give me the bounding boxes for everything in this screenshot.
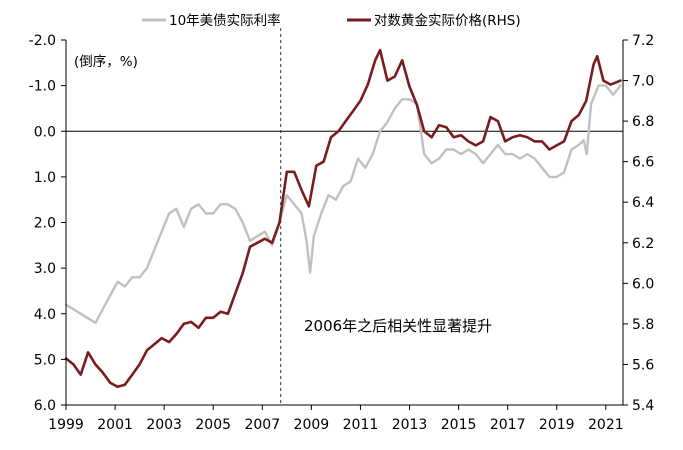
x-axis-tick-label: 2007 xyxy=(244,417,280,433)
left-axis-tick-label: 1.0 xyxy=(34,170,56,186)
annotation-text: 2006年之后相关性显著提升 xyxy=(304,317,492,335)
x-axis-tick-label: 2021 xyxy=(588,417,624,433)
x-axis-tick-label: 1999 xyxy=(48,417,84,433)
left-axis-tick-label: -1.0 xyxy=(29,79,56,95)
x-axis-tick-label: 2015 xyxy=(441,417,477,433)
series-layer xyxy=(64,48,622,389)
series-line-real-rate xyxy=(64,84,622,325)
x-axis-tick-label: 2001 xyxy=(97,417,133,433)
legend-label-gold-price: 对数黄金实际价格(RHS) xyxy=(374,13,521,29)
x-axis-tick-label: 2013 xyxy=(392,417,428,433)
left-axis-tick-label: -2.0 xyxy=(29,33,56,49)
x-axis-tick-label: 2017 xyxy=(490,417,526,433)
right-axis-tick-label: 6.0 xyxy=(632,276,654,292)
right-axis-tick-label: 6.8 xyxy=(632,114,654,130)
legend: 10年美债实际利率 对数黄金实际价格(RHS) xyxy=(142,12,521,29)
x-axis-tick-label: 2019 xyxy=(539,417,575,433)
left-axis-tick-label: 0.0 xyxy=(34,124,56,140)
left-axis-tick-label: 6.0 xyxy=(34,398,56,414)
series-line-gold-price xyxy=(64,48,622,389)
left-axis-tick-label: 4.0 xyxy=(34,307,56,323)
x-axis: 1999 2001 2003 2005 2007 2009 2011 2013 2015 2017… xyxy=(48,404,624,433)
x-axis-tick-label: 2003 xyxy=(146,417,182,433)
left-axis: -2.0 -1.0 0.0 1.0 2.0 3.0 4.0 5.0 6.0 xyxy=(29,33,67,414)
right-axis-tick-label: 6.2 xyxy=(632,236,654,252)
legend-label-real-rate: 10年美债实际利率 xyxy=(169,12,281,29)
right-axis-tick-label: 5.6 xyxy=(632,357,654,373)
x-axis-tick-label: 2005 xyxy=(195,417,231,433)
left-axis-tick-label: 5.0 xyxy=(34,352,56,368)
left-axis-tick-label: 2.0 xyxy=(34,216,56,232)
right-axis-tick-label: 7.0 xyxy=(632,74,654,90)
right-axis-tick-label: 7.2 xyxy=(632,33,654,49)
right-axis-tick-label: 5.8 xyxy=(632,317,654,333)
right-axis: 5.4 5.6 5.8 6.0 6.2 6.4 6.6 6.8 7.0 7.2 xyxy=(622,33,654,414)
right-axis-tick-label: 6.6 xyxy=(632,155,654,171)
left-axis-label: (倒序，%) xyxy=(74,54,138,70)
right-axis-tick-label: 5.4 xyxy=(632,398,654,414)
right-axis-tick-label: 6.4 xyxy=(632,195,654,211)
x-axis-tick-label: 2009 xyxy=(294,417,330,433)
left-axis-tick-label: 3.0 xyxy=(34,261,56,277)
x-axis-tick-label: 2011 xyxy=(343,417,379,433)
